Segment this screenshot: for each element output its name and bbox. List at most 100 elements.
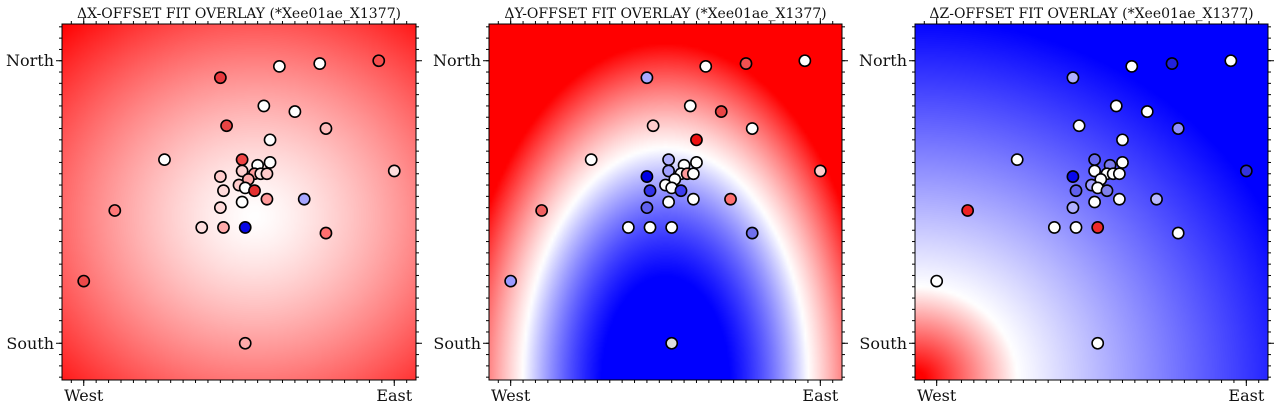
data-point bbox=[1088, 164, 1101, 178]
data-point bbox=[1239, 164, 1253, 178]
data-point bbox=[260, 167, 274, 181]
x-tick-label: East bbox=[1228, 386, 1264, 405]
data-point bbox=[108, 204, 122, 217]
panel-3: ΔZ-OFFSET FIT OVERLAY (*Xee01ae_X1377) We… bbox=[859, 6, 1274, 405]
y-tick-label: South bbox=[433, 334, 481, 353]
panel-title: ΔX-OFFSET FIT OVERLAY (*Xee01ae_X1377) bbox=[77, 6, 401, 22]
data-point bbox=[319, 226, 333, 240]
data-point bbox=[665, 221, 679, 234]
data-point bbox=[387, 164, 401, 178]
data-point bbox=[745, 226, 759, 240]
plot-frame bbox=[61, 23, 417, 381]
data-point bbox=[248, 184, 261, 198]
data-point bbox=[1116, 156, 1129, 169]
data-point bbox=[1224, 54, 1238, 68]
data-point bbox=[584, 153, 598, 167]
data-point bbox=[1069, 221, 1083, 234]
data-point bbox=[260, 192, 274, 206]
data-point bbox=[257, 99, 271, 113]
data-point bbox=[643, 184, 657, 198]
minor-ticks bbox=[56, 18, 422, 386]
data-point bbox=[1165, 57, 1179, 70]
data-point bbox=[263, 133, 277, 147]
data-point bbox=[643, 221, 657, 234]
y-tick-label: South bbox=[6, 334, 54, 353]
data-point bbox=[1088, 153, 1101, 167]
data-point bbox=[238, 336, 252, 350]
plot-frame bbox=[914, 23, 1269, 381]
data-point bbox=[674, 184, 688, 198]
data-point bbox=[235, 153, 249, 167]
y-tick-label: North bbox=[6, 51, 54, 70]
data-point bbox=[288, 105, 302, 118]
data-point bbox=[1091, 336, 1105, 350]
data-point bbox=[662, 153, 675, 167]
data-point bbox=[745, 122, 759, 135]
panel-title: ΔZ-OFFSET FIT OVERLAY (*Xee01ae_X1377) bbox=[929, 6, 1253, 22]
data-point bbox=[813, 164, 827, 178]
x-tick-label: West bbox=[64, 386, 104, 405]
data-point bbox=[1150, 192, 1163, 206]
data-point bbox=[683, 99, 697, 113]
x-tick-label: East bbox=[802, 386, 838, 405]
data-point bbox=[217, 184, 230, 198]
data-point bbox=[1109, 99, 1123, 113]
data-point bbox=[1116, 133, 1129, 147]
data-point bbox=[272, 59, 286, 73]
data-point bbox=[1010, 153, 1024, 167]
panel-2: ΔY-OFFSET FIT OVERLAY (*Xee01ae_X1377) We… bbox=[433, 6, 848, 405]
data-point bbox=[662, 195, 675, 209]
minor-ticks bbox=[483, 18, 848, 386]
data-point bbox=[646, 119, 660, 133]
data-point bbox=[235, 164, 249, 178]
data-point bbox=[724, 192, 737, 206]
data-point bbox=[195, 221, 209, 234]
data-point bbox=[798, 54, 812, 68]
data-point bbox=[1088, 195, 1101, 209]
data-point bbox=[1140, 105, 1154, 118]
data-point bbox=[686, 192, 700, 206]
data-point bbox=[662, 164, 675, 178]
data-point bbox=[535, 204, 549, 217]
scatter-points bbox=[504, 54, 827, 350]
panel-title: ΔY-OFFSET FIT OVERLAY (*Xee01ae_X1377) bbox=[504, 6, 826, 22]
data-point bbox=[640, 71, 654, 85]
data-point bbox=[1171, 226, 1185, 240]
y-tick-label: North bbox=[859, 51, 907, 70]
data-point bbox=[217, 221, 230, 234]
panel-1: ΔX-OFFSET FIT OVERLAY (*Xee01ae_X1377) We… bbox=[6, 6, 422, 405]
y-tick-label: North bbox=[433, 51, 481, 70]
data-point bbox=[1047, 221, 1061, 234]
plot-frame bbox=[488, 23, 843, 381]
data-point bbox=[690, 133, 703, 147]
data-point bbox=[930, 274, 944, 288]
data-point bbox=[1066, 71, 1080, 85]
data-point bbox=[1066, 201, 1080, 215]
x-tick-label: West bbox=[491, 386, 531, 405]
data-point bbox=[213, 170, 227, 183]
y-tick-label: South bbox=[859, 334, 907, 353]
data-point bbox=[1112, 167, 1126, 181]
data-point bbox=[714, 105, 728, 118]
data-point bbox=[686, 167, 700, 181]
data-point bbox=[158, 153, 171, 167]
data-point bbox=[263, 156, 277, 169]
data-point bbox=[297, 192, 311, 206]
x-tick-label: West bbox=[917, 386, 957, 405]
data-point bbox=[372, 54, 386, 68]
scatter-points bbox=[77, 54, 401, 350]
data-point bbox=[699, 59, 713, 73]
data-point bbox=[319, 122, 333, 135]
data-point bbox=[640, 170, 654, 183]
data-point bbox=[621, 221, 635, 234]
data-point bbox=[220, 119, 233, 133]
data-point bbox=[213, 71, 227, 85]
data-point bbox=[665, 336, 679, 350]
data-point bbox=[238, 221, 252, 234]
data-point bbox=[1091, 221, 1105, 234]
data-point bbox=[1171, 122, 1185, 135]
x-tick-label: East bbox=[376, 386, 412, 405]
data-point bbox=[1069, 184, 1083, 198]
minor-ticks bbox=[909, 18, 1274, 386]
